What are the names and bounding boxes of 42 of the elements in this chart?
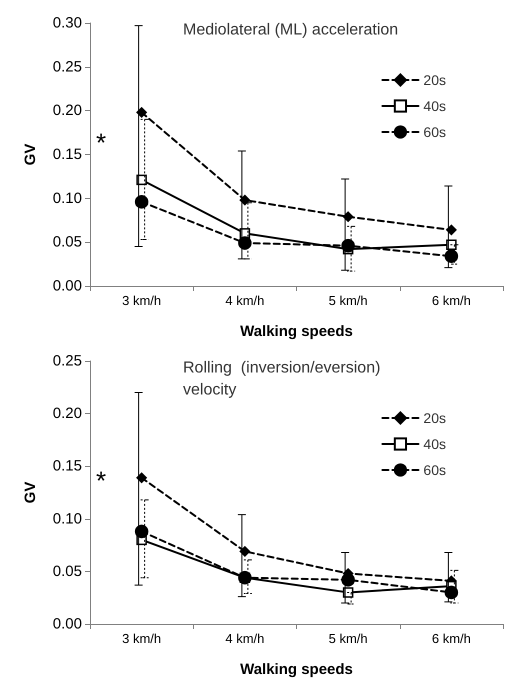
point [446,224,457,236]
legend-label: 60s [423,462,446,478]
point [341,573,355,587]
x-axis-title: Walking speeds [240,323,353,340]
y-tick-label: 0.15 [52,146,82,163]
x-tick-label: 6 km/h [432,293,471,308]
point [342,211,354,222]
legend-label: 40s [423,98,446,114]
y-tick-label: 0.10 [52,510,82,528]
x-tick-label: 6 km/h [432,631,471,646]
y-axis-title: GV [22,144,39,166]
y-tick-label: 0.10 [52,190,82,207]
x-tick-label: 5 km/h [328,631,368,646]
annotation: * [96,128,106,158]
x-tick-label: 4 km/h [225,293,264,308]
x-tick-label: 3 km/h [122,293,162,308]
annotation: * [96,466,106,496]
legend-label: 40s [423,436,446,452]
legend-label: 20s [423,410,446,426]
point [240,194,250,206]
x-axis-title: Walking speeds [240,661,353,678]
text: Rolling (inversion/eversion) velocity [183,360,385,398]
point [240,546,250,557]
x-tick-label: 3 km/h [122,631,162,646]
chart-title: Mediolateral (ML) acceleration [183,22,398,38]
y-tick-label: 0.00 [52,278,82,294]
legend-label: 20s [423,72,446,88]
x-tick-label: 4 km/h [225,631,264,646]
y-tick-label: 0.05 [52,562,82,580]
y-tick-label: 0.15 [52,458,82,475]
y-axis-title: GV [22,482,39,504]
y-tick-label: 0.25 [52,352,82,370]
y-tick-label: 0.20 [52,102,82,120]
y-tick-label: 0.05 [52,234,82,251]
y-tick-label: 0.20 [52,405,82,422]
y-tick-label: 0.30 [52,14,82,32]
legend-label: 60s [423,124,446,140]
y-tick-label: 0.25 [52,58,82,76]
x-tick-label: 5 km/h [328,293,368,308]
y-tick-label: 0.00 [52,616,82,632]
point [136,107,147,118]
point [136,472,147,484]
